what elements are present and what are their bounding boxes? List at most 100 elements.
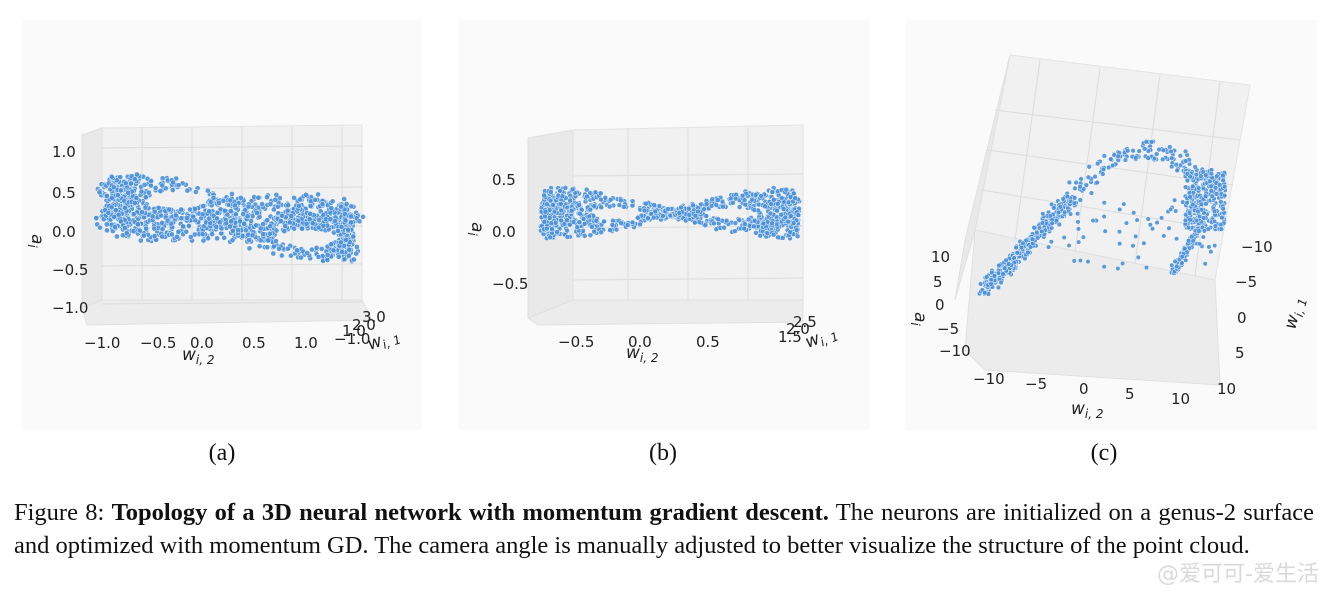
data-point — [593, 218, 600, 224]
data-point — [1185, 238, 1192, 244]
data-point — [328, 241, 334, 248]
data-point — [1046, 244, 1052, 250]
x-tick-label: 10 — [1171, 390, 1190, 408]
data-point — [227, 223, 233, 230]
data-point — [1214, 173, 1220, 179]
data-point — [1101, 213, 1107, 220]
data-point — [1145, 155, 1151, 161]
data-point — [745, 216, 752, 223]
data-point — [547, 197, 554, 204]
data-point — [1057, 204, 1064, 210]
data-point — [1077, 197, 1083, 203]
data-point — [315, 224, 322, 231]
data-point — [294, 247, 300, 254]
data-point — [686, 212, 693, 218]
data-point — [1100, 171, 1106, 177]
data-point — [97, 224, 103, 231]
data-point — [93, 215, 100, 221]
data-point — [118, 187, 124, 194]
data-point — [1071, 200, 1078, 206]
data-point — [1186, 210, 1193, 216]
data-point — [587, 232, 594, 238]
data-point — [230, 228, 236, 234]
data-point — [629, 198, 636, 204]
data-point — [1202, 193, 1209, 199]
data-point — [787, 229, 793, 235]
data-point — [1202, 261, 1208, 267]
x-tick-label: 0.0 — [190, 334, 214, 352]
data-point — [131, 176, 138, 182]
data-point — [703, 213, 710, 219]
data-point — [541, 219, 548, 225]
data-point — [1209, 193, 1215, 199]
point-cloud — [976, 138, 1228, 297]
data-point — [346, 246, 353, 253]
data-point — [1090, 218, 1096, 224]
y-tick-label: 10 — [1217, 380, 1236, 398]
data-point — [676, 210, 683, 216]
x-tick-label: −5 — [1025, 375, 1047, 393]
data-point — [272, 196, 279, 203]
gridline — [572, 173, 804, 177]
data-point — [348, 219, 354, 226]
data-point — [1196, 185, 1202, 191]
data-point — [1220, 206, 1226, 212]
z-tick-label: 1.0 — [52, 143, 76, 161]
data-point — [341, 256, 348, 263]
data-point — [609, 222, 616, 228]
data-point — [164, 217, 171, 224]
data-point — [1173, 208, 1179, 214]
data-point — [1077, 184, 1083, 190]
data-point — [1120, 260, 1126, 267]
data-point — [1149, 139, 1155, 145]
data-point — [713, 202, 720, 208]
z-tick-label: 0 — [935, 296, 945, 314]
data-point — [1221, 192, 1228, 199]
data-point — [339, 249, 345, 255]
gridline — [572, 277, 804, 281]
data-point — [1151, 155, 1158, 162]
data-point — [635, 215, 641, 221]
data-point — [569, 186, 576, 193]
data-point — [774, 201, 781, 207]
y-tick-label: 1.5 — [778, 328, 802, 346]
data-point — [296, 202, 302, 209]
data-point — [291, 195, 297, 201]
data-point — [1172, 197, 1178, 203]
data-point — [175, 228, 182, 235]
data-point — [103, 221, 110, 228]
y-tick-label: −5 — [1235, 273, 1257, 291]
data-point — [720, 203, 726, 210]
data-point — [1068, 211, 1074, 217]
data-point — [174, 233, 180, 240]
data-point — [1183, 257, 1189, 263]
data-point — [1172, 258, 1178, 264]
z-tick-label: 0.0 — [52, 223, 76, 241]
z-tick-label: −1.0 — [52, 299, 88, 317]
data-point — [117, 218, 124, 225]
data-point — [1197, 213, 1203, 220]
z-tick-label: −0.5 — [492, 275, 528, 293]
floor-pane — [81, 299, 373, 326]
data-point — [255, 194, 262, 201]
data-point — [320, 222, 327, 229]
data-point — [170, 179, 177, 186]
data-point — [1094, 179, 1100, 186]
data-point — [783, 186, 790, 193]
x-tick-label: −10 — [973, 370, 1005, 388]
data-point — [715, 197, 721, 203]
data-point — [218, 225, 225, 232]
data-point — [1003, 257, 1009, 263]
data-point — [1208, 188, 1214, 194]
data-point — [1168, 206, 1174, 212]
x-tick-label: 0.5 — [242, 334, 266, 352]
data-point — [583, 186, 590, 193]
data-point — [148, 178, 154, 184]
data-point — [547, 234, 554, 241]
data-point — [701, 206, 707, 212]
data-point — [180, 223, 186, 230]
data-point — [1131, 210, 1137, 216]
data-point — [618, 197, 624, 204]
data-point — [256, 243, 263, 250]
